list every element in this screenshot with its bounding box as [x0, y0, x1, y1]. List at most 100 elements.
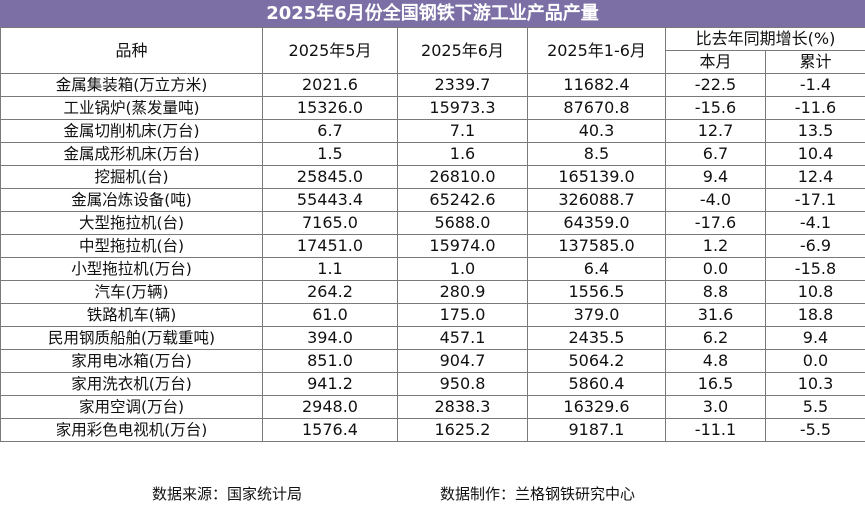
cell-cumulative-yoy: 9.4 — [764, 326, 865, 350]
cell-jan-jun: 11682.4 — [527, 73, 666, 97]
cell-jan-jun: 87670.8 — [527, 96, 666, 120]
cell-month-yoy: 6.7 — [665, 142, 766, 166]
data-maker: 数据制作：兰格钢铁研究中心 — [440, 485, 636, 503]
cell-jan-jun: 5860.4 — [527, 372, 666, 396]
cell-june: 904.7 — [397, 349, 528, 373]
cell-cumulative-yoy: 13.5 — [764, 119, 865, 143]
cell-cumulative-yoy: -6.9 — [764, 234, 865, 258]
cell-june: 65242.6 — [397, 188, 528, 212]
cell-jan-jun: 2435.5 — [527, 326, 666, 350]
cell-jan-jun: 326088.7 — [527, 188, 666, 212]
cell-cumulative-yoy: 10.3 — [764, 372, 865, 396]
report-title: 2025年6月份全国钢铁下游工业产品产量 — [0, 0, 865, 27]
cell-may: 17451.0 — [262, 234, 398, 258]
cell-june: 1.6 — [397, 142, 528, 166]
cell-cumulative-yoy: -1.4 — [764, 73, 865, 97]
cell-month-yoy: 9.4 — [665, 165, 766, 189]
cell-variety: 挖掘机(台) — [0, 165, 263, 189]
table-row: 金属集装箱(万立方米) 2021.6 2339.7 11682.4 -22.5 -1.4 — [0, 73, 865, 97]
cell-june: 15974.0 — [397, 234, 528, 258]
header-jan-jun: 2025年1-6月 — [527, 27, 666, 74]
table-row: 中型拖拉机(台) 17451.0 15974.0 137585.0 1.2 -6.9 — [0, 234, 865, 258]
cell-cumulative-yoy: -15.8 — [764, 257, 865, 281]
cell-jan-jun: 9187.1 — [527, 418, 666, 442]
cell-may: 2948.0 — [262, 395, 398, 419]
cell-jan-jun: 64359.0 — [527, 211, 666, 235]
cell-june: 1625.2 — [397, 418, 528, 442]
data-source: 数据来源：国家统计局 — [152, 485, 303, 503]
table-row: 民用钢质船舶(万载重吨) 394.0 457.1 2435.5 6.2 9.4 — [0, 326, 865, 350]
cell-cumulative-yoy: -17.1 — [764, 188, 865, 212]
cell-variety: 大型拖拉机(台) — [0, 211, 263, 235]
header-yoy: 比去年同期增长(%) — [664, 27, 865, 51]
table-row: 工业锅炉(蒸发量吨) 15326.0 15973.3 87670.8 -15.6 -11.… — [0, 96, 865, 120]
cell-month-yoy: 6.2 — [665, 326, 766, 350]
cell-june: 950.8 — [397, 372, 528, 396]
cell-june: 7.1 — [397, 119, 528, 143]
table-row: 家用空调(万台) 2948.0 2838.3 16329.6 3.0 5.5 — [0, 395, 865, 419]
cell-variety: 家用空调(万台) — [0, 395, 263, 419]
cell-variety: 汽车(万辆) — [0, 280, 263, 304]
cell-variety: 家用洗衣机(万台) — [0, 372, 263, 396]
cell-may: 6.7 — [262, 119, 398, 143]
cell-variety: 家用彩色电视机(万台) — [0, 418, 263, 442]
cell-jan-jun: 1556.5 — [527, 280, 666, 304]
cell-may: 25845.0 — [262, 165, 398, 189]
cell-may: 264.2 — [262, 280, 398, 304]
cell-month-yoy: 4.8 — [665, 349, 766, 373]
cell-jan-jun: 5064.2 — [527, 349, 666, 373]
cell-month-yoy: 8.8 — [665, 280, 766, 304]
cell-month-yoy: 16.5 — [665, 372, 766, 396]
table-row: 小型拖拉机(万台) 1.1 1.0 6.4 0.0 -15.8 — [0, 257, 865, 281]
cell-variety: 家用电冰箱(万台) — [0, 349, 263, 373]
cell-may: 15326.0 — [262, 96, 398, 120]
table-row: 金属成形机床(万台) 1.5 1.6 8.5 6.7 10.4 — [0, 142, 865, 166]
cell-month-yoy: -22.5 — [665, 73, 766, 97]
cell-month-yoy: -11.1 — [665, 418, 766, 442]
cell-may: 2021.6 — [262, 73, 398, 97]
cell-may: 851.0 — [262, 349, 398, 373]
cell-month-yoy: -15.6 — [665, 96, 766, 120]
cell-cumulative-yoy: 0.0 — [764, 349, 865, 373]
cell-may: 55443.4 — [262, 188, 398, 212]
table-row: 汽车(万辆) 264.2 280.9 1556.5 8.8 10.8 — [0, 280, 865, 304]
cell-may: 7165.0 — [262, 211, 398, 235]
cell-may: 1576.4 — [262, 418, 398, 442]
cell-cumulative-yoy: -11.6 — [764, 96, 865, 120]
cell-month-yoy: -17.6 — [665, 211, 766, 235]
table-row: 家用彩色电视机(万台) 1576.4 1625.2 9187.1 -11.1 -5.5 — [0, 418, 865, 442]
cell-may: 61.0 — [262, 303, 398, 327]
cell-june: 2339.7 — [397, 73, 528, 97]
cell-may: 1.5 — [262, 142, 398, 166]
cell-jan-jun: 40.3 — [527, 119, 666, 143]
cell-month-yoy: 31.6 — [665, 303, 766, 327]
cell-june: 280.9 — [397, 280, 528, 304]
cell-variety: 铁路机车(辆) — [0, 303, 263, 327]
cell-jan-jun: 165139.0 — [527, 165, 666, 189]
table-row: 挖掘机(台) 25845.0 26810.0 165139.0 9.4 12.4 — [0, 165, 865, 189]
table-row: 大型拖拉机(台) 7165.0 5688.0 64359.0 -17.6 -4.1 — [0, 211, 865, 235]
table-row: 家用洗衣机(万台) 941.2 950.8 5860.4 16.5 10.3 — [0, 372, 865, 396]
cell-variety: 金属集装箱(万立方米) — [0, 73, 263, 97]
production-table: 品种 2025年5月 2025年6月 2025年1-6月 比去年同期增长(%) … — [0, 27, 865, 442]
header-june: 2025年6月 — [397, 27, 528, 74]
cell-variety: 工业锅炉(蒸发量吨) — [0, 96, 263, 120]
cell-variety: 民用钢质船舶(万载重吨) — [0, 326, 263, 350]
cell-may: 394.0 — [262, 326, 398, 350]
table-body: 金属集装箱(万立方米) 2021.6 2339.7 11682.4 -22.5 -1.4 工… — [0, 73, 865, 442]
footer: 数据来源：国家统计局 数据制作：兰格钢铁研究中心 — [0, 482, 865, 507]
cell-june: 1.0 — [397, 257, 528, 281]
cell-variety: 金属切削机床(万台) — [0, 119, 263, 143]
cell-month-yoy: 0.0 — [665, 257, 766, 281]
cell-cumulative-yoy: 12.4 — [764, 165, 865, 189]
table-row: 金属切削机床(万台) 6.7 7.1 40.3 12.7 13.5 — [0, 119, 865, 143]
cell-variety: 金属成形机床(万台) — [0, 142, 263, 166]
cell-cumulative-yoy: 5.5 — [764, 395, 865, 419]
cell-month-yoy: 12.7 — [665, 119, 766, 143]
cell-jan-jun: 8.5 — [527, 142, 666, 166]
cell-month-yoy: 3.0 — [665, 395, 766, 419]
table-row: 家用电冰箱(万台) 851.0 904.7 5064.2 4.8 0.0 — [0, 349, 865, 373]
header-may: 2025年5月 — [262, 27, 398, 74]
cell-june: 15973.3 — [397, 96, 528, 120]
